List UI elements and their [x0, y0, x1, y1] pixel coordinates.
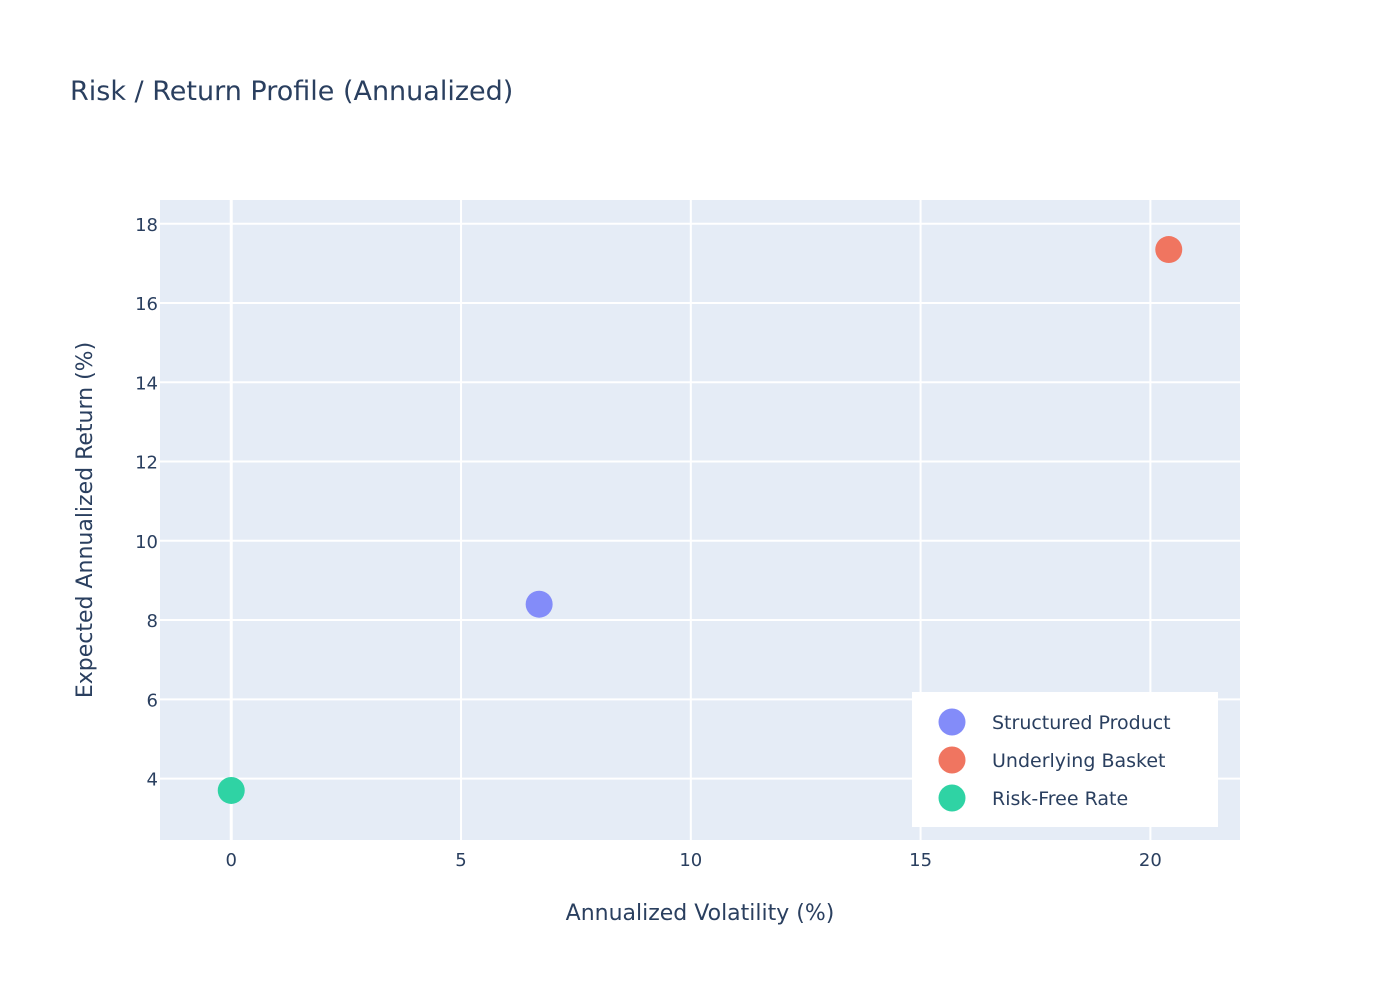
legend-marker: [938, 784, 966, 812]
x-tick-label: 15: [909, 850, 932, 871]
x-tick-label: 0: [226, 850, 237, 871]
y-tick-label: 18: [135, 215, 158, 236]
legend-label: Risk-Free Rate: [992, 788, 1128, 810]
y-tick-label: 10: [135, 532, 158, 553]
y-tick-label: 4: [147, 770, 158, 791]
data-point: [1155, 236, 1183, 264]
x-axis-title: Annualized Volatility (%): [566, 901, 835, 926]
legend-marker: [938, 746, 966, 774]
data-point: [217, 776, 245, 804]
legend-label: Underlying Basket: [992, 750, 1166, 772]
legend-marker: [938, 708, 966, 736]
y-tick-labels: 4 6 8 10 12 14 16 18: [135, 215, 158, 791]
x-tick-label: 10: [679, 850, 702, 871]
x-tick-labels: 0 5 10 15 20: [226, 850, 1162, 871]
data-points: [217, 236, 1183, 804]
x-tick-label: 20: [1139, 850, 1162, 871]
y-tick-label: 14: [135, 373, 158, 394]
y-tick-label: 8: [147, 611, 158, 632]
legend: Structured Product Underlying Basket Risk-…: [912, 692, 1218, 827]
x-tick-label: 5: [455, 850, 466, 871]
legend-label: Structured Product: [992, 712, 1171, 734]
y-tick-label: 6: [147, 690, 158, 711]
data-point: [525, 590, 553, 618]
y-tick-label: 12: [135, 453, 158, 474]
chart-title: Risk / Return Profile (Annualized): [70, 76, 513, 107]
y-tick-label: 16: [135, 294, 158, 315]
x-gridlines: [229, 200, 1152, 840]
y-axis-title: Expected Annualized Return (%): [73, 342, 98, 698]
